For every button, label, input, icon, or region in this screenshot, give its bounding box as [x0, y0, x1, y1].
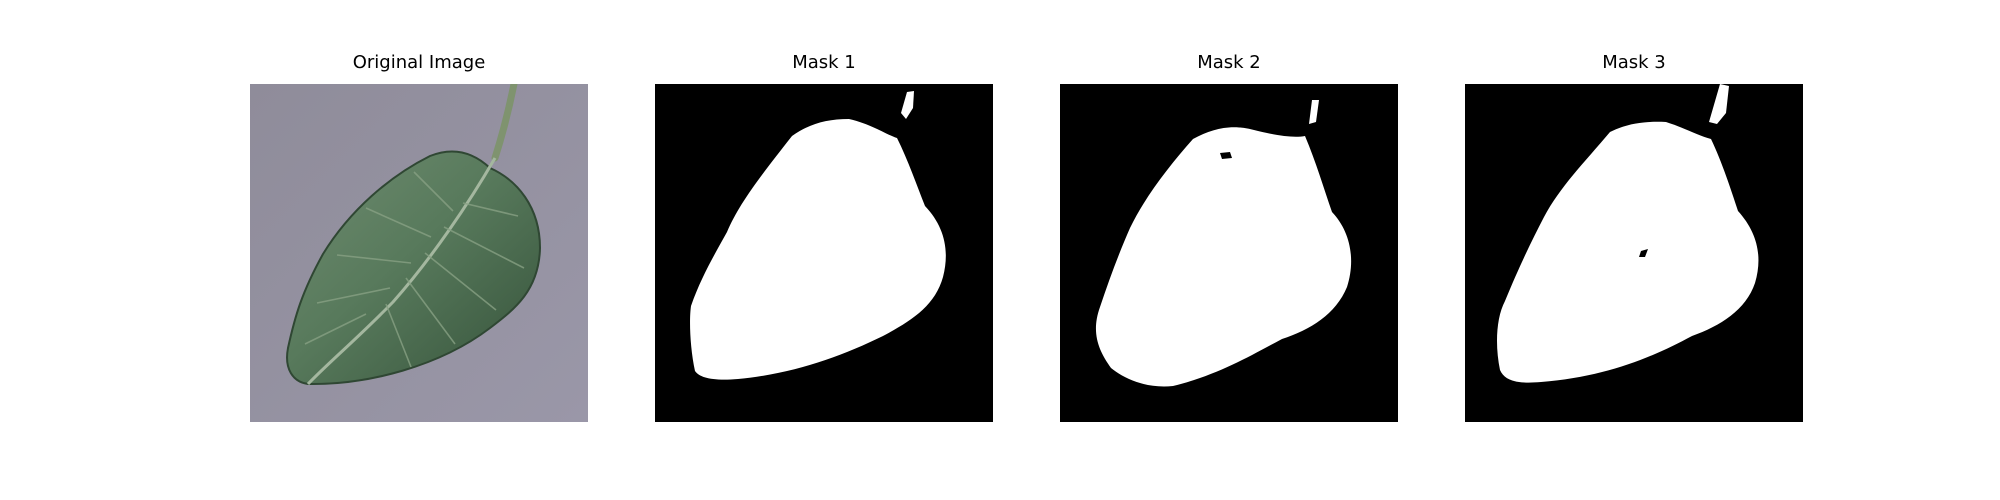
mask-stem-fragment: [1709, 84, 1729, 124]
panel-mask-1: Mask 1: [655, 50, 993, 450]
leaf-midrib: [306, 157, 497, 386]
mask-region: [1497, 121, 1759, 383]
mask-region: [1095, 127, 1352, 387]
leaf-veins: [304, 171, 525, 368]
mask-3-image: [1465, 84, 1803, 422]
panel-mask-2: Mask 2: [1060, 50, 1398, 450]
original-leaf-image: [250, 84, 588, 422]
panel-title: Mask 2: [1197, 52, 1261, 73]
mask-region: [690, 119, 946, 380]
mask-hole: [1639, 249, 1648, 257]
leaf: [286, 150, 542, 386]
mask-stem-fragment: [1309, 100, 1319, 124]
leaf-stem: [491, 84, 518, 162]
panel-mask-3: Mask 3: [1465, 50, 1803, 450]
mask-hole: [1220, 152, 1232, 159]
mask-stem-fragment: [901, 91, 914, 119]
panel-original-image: Original Image: [250, 50, 588, 450]
mask-2-image: [1060, 84, 1398, 422]
panel-title: Mask 1: [792, 52, 856, 73]
panel-title: Original Image: [352, 52, 486, 73]
panel-title: Mask 3: [1602, 52, 1666, 73]
mask-1-image: [655, 84, 993, 422]
